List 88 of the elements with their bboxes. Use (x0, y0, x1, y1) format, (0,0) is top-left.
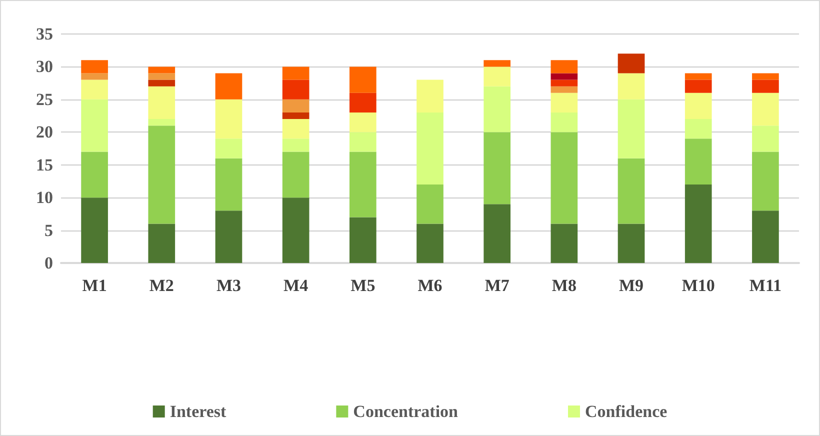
bar (148, 126, 176, 224)
bar (349, 112, 376, 132)
bar (282, 80, 310, 100)
bar (81, 60, 108, 74)
bar (684, 138, 712, 184)
bar (215, 158, 242, 211)
bar (684, 119, 712, 139)
bar (81, 99, 108, 152)
bar (618, 224, 645, 263)
bar (282, 152, 310, 198)
x-tick-label: M7 (484, 276, 510, 295)
bar (752, 92, 779, 126)
bar (282, 66, 310, 80)
bar (282, 198, 310, 263)
y-tick-label: 5 (44, 220, 53, 240)
bar (684, 73, 712, 80)
y-tick-label: 20 (36, 122, 53, 142)
legend-label: Confidence (585, 402, 668, 421)
bar (349, 92, 376, 113)
bar (484, 66, 511, 86)
bar (349, 66, 376, 93)
bar (416, 184, 444, 224)
bar (148, 86, 176, 120)
bar (550, 92, 578, 113)
bar (684, 80, 712, 93)
bar (550, 112, 578, 132)
bar (81, 198, 108, 263)
bar (550, 86, 578, 93)
bar (618, 158, 645, 224)
y-tick-label: 0 (44, 254, 53, 272)
bar (752, 152, 779, 211)
x-tick-label: M1 (82, 276, 107, 295)
x-tick-label: M11 (749, 276, 782, 295)
bar (416, 224, 444, 263)
bar (550, 132, 578, 224)
bar (81, 80, 108, 100)
bar (484, 86, 511, 132)
bar (215, 99, 242, 139)
x-tick-label: M6 (418, 276, 442, 295)
bar (618, 54, 645, 74)
bar (684, 92, 712, 120)
bar (416, 80, 444, 113)
bar (215, 210, 242, 263)
bar (416, 112, 444, 184)
bar (148, 80, 176, 86)
y-tick-label: 25 (36, 90, 53, 109)
bar (618, 99, 645, 158)
y-tick-label: 30 (36, 57, 53, 76)
legend-label: Interest (170, 402, 227, 421)
x-tick-label: M2 (149, 276, 174, 295)
bar (349, 217, 376, 263)
x-tick-label: M9 (619, 276, 644, 295)
bar (752, 210, 779, 263)
bar (484, 132, 511, 204)
bar (148, 119, 176, 126)
bar (215, 73, 242, 100)
y-tick-label: 15 (36, 155, 53, 174)
bar (684, 184, 712, 263)
bar (81, 73, 108, 80)
bar (550, 60, 578, 74)
y-tick-label: 10 (36, 188, 53, 208)
x-tick-label: M8 (552, 276, 576, 295)
x-tick-label: M3 (216, 276, 241, 295)
x-tick-label: M5 (350, 276, 376, 295)
bar (282, 138, 310, 152)
bar (148, 73, 176, 80)
x-tick-label: M10 (682, 276, 715, 295)
bar (282, 99, 310, 113)
bar (484, 60, 511, 67)
y-tick-label: 35 (36, 24, 53, 44)
legend-label: Concentration (353, 402, 459, 421)
bar (550, 80, 578, 86)
bar (282, 112, 310, 120)
bar (618, 73, 645, 100)
bar (752, 73, 779, 80)
bar (550, 224, 578, 263)
bar (148, 224, 176, 263)
bar (550, 73, 578, 80)
bar (215, 138, 242, 158)
bar (349, 132, 376, 152)
x-tick-label: M4 (284, 276, 309, 295)
bar (349, 152, 376, 218)
bar (81, 152, 108, 198)
bar (752, 126, 779, 152)
bar (484, 204, 511, 263)
bar (148, 66, 176, 74)
bar (752, 80, 779, 93)
bar (282, 119, 310, 139)
